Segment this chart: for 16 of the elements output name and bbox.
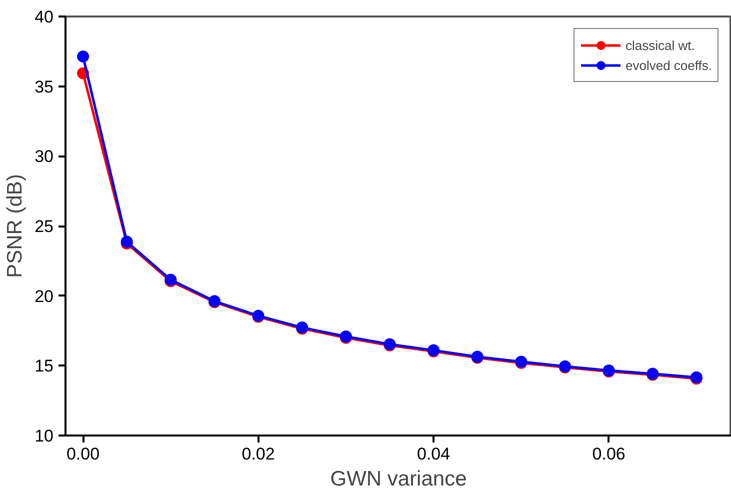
y-tick-label: 35 [34, 77, 54, 96]
x-tick-label: 0.04 [417, 444, 450, 464]
y-tick-label: 25 [34, 217, 54, 236]
y-tick-label: 30 [34, 147, 54, 166]
y-tick-label: 20 [34, 286, 54, 306]
y-tick-label: 15 [34, 356, 54, 376]
point [77, 50, 90, 62]
x-tick-label: 0.06 [592, 444, 626, 464]
y-axis-title: PSNR (dB) [4, 174, 27, 278]
legend-label: classical wt. [626, 38, 695, 52]
legend-label: evolved coeffs. [626, 58, 712, 72]
y-tick-label: 40 [34, 8, 54, 26]
x-tick-label: 0.02 [242, 444, 275, 464]
x-tick-label: 0.00 [66, 444, 100, 464]
x-axis-title: GWN variance [330, 468, 467, 490]
y-tick-label: 10 [34, 426, 54, 446]
